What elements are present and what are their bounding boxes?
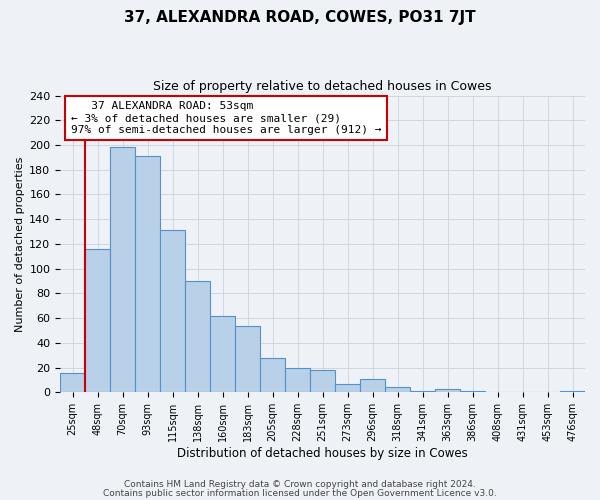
Bar [110, 148, 135, 392]
Bar [410, 391, 435, 392]
Y-axis label: Number of detached properties: Number of detached properties [15, 156, 25, 332]
Text: 37 ALEXANDRA ROAD: 53sqm
← 3% of detached houses are smaller (29)
97% of semi-de: 37 ALEXANDRA ROAD: 53sqm ← 3% of detache… [71, 102, 381, 134]
Text: Contains HM Land Registry data © Crown copyright and database right 2024.: Contains HM Land Registry data © Crown c… [124, 480, 476, 489]
Title: Size of property relative to detached houses in Cowes: Size of property relative to detached ho… [154, 80, 492, 93]
Bar [60, 372, 85, 392]
Text: Contains public sector information licensed under the Open Government Licence v3: Contains public sector information licen… [103, 489, 497, 498]
X-axis label: Distribution of detached houses by size in Cowes: Distribution of detached houses by size … [177, 447, 468, 460]
Text: 37, ALEXANDRA ROAD, COWES, PO31 7JT: 37, ALEXANDRA ROAD, COWES, PO31 7JT [124, 10, 476, 25]
Bar [560, 391, 585, 392]
Bar [185, 281, 210, 392]
Bar [460, 391, 485, 392]
Bar [160, 230, 185, 392]
Bar [285, 368, 310, 392]
Bar [360, 378, 385, 392]
Bar [385, 388, 410, 392]
Bar [135, 156, 160, 392]
Bar [210, 316, 235, 392]
Bar [435, 388, 460, 392]
Bar [335, 384, 360, 392]
Bar [85, 249, 110, 392]
Bar [235, 326, 260, 392]
Bar [310, 370, 335, 392]
Bar [260, 358, 285, 392]
